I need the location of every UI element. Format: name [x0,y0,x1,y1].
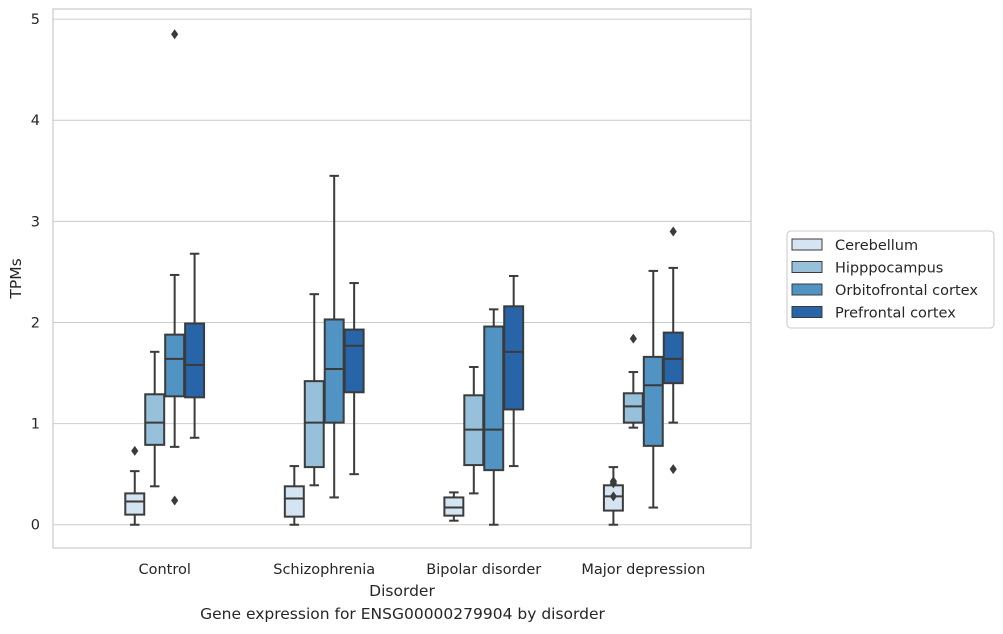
box-iqr [323,318,345,424]
box-iqr [443,496,465,517]
legend-item: Hipppocampus [791,261,943,277]
box-iqr [483,325,505,472]
box [622,333,644,429]
outlier-point [131,445,139,456]
box-series-group [124,29,684,526]
box [662,226,684,475]
box-iqr [164,333,186,398]
outlier-point [171,29,179,40]
legend: Cerebellum Hipppocampus Orbitofrontal cort… [786,230,995,329]
y-tick-label: 1 [31,417,40,433]
legend-frame [786,230,995,329]
legend-label: Prefrontal cortex [835,306,956,322]
y-tick-label: 4 [31,113,40,129]
legend-label: Cerebellum [835,238,918,254]
box [443,491,465,522]
legend-label: Orbitofrontal cortex [835,283,978,299]
series-cerebellum [124,445,624,526]
legend-swatch [791,306,823,318]
legend-label: Hipppocampus [835,261,943,277]
box [463,365,485,495]
box [283,465,305,526]
y-axis-label: TPMs [7,258,25,299]
outlier-point [669,226,677,237]
outlier-point [609,476,617,487]
box-iqr [343,328,365,394]
x-tick-labels: Control Schizophrenia Bipolar disorder Majo… [138,562,705,578]
legend-swatch [791,238,823,251]
box [343,282,365,476]
series-prefrontal-cortex [184,226,684,476]
box-iqr [184,322,206,399]
y-tick-label: 2 [31,315,40,331]
box [184,252,206,439]
box [503,274,525,468]
outlier-point [669,464,677,475]
box-iqr [144,393,166,446]
box [602,466,624,526]
box-iqr [622,392,644,424]
chart-caption: Gene expression for ENSG00000279904 by d… [200,605,605,623]
y-tick-label: 3 [31,214,40,230]
legend-swatch [791,283,823,296]
outlier-point [629,333,637,344]
series-orbitofrontal-cortex [164,29,664,526]
box [323,174,345,499]
legend-swatch [791,261,823,273]
x-axis-label: Disorder [369,582,435,600]
box-iqr [124,492,146,516]
box-iqr [662,331,684,385]
x-tick-label: Bipolar disorder [426,562,541,578]
legend-item: Prefrontal cortex [791,306,956,322]
y-tick-labels: 0 1 2 3 4 5 [31,12,40,534]
box [642,269,664,509]
box [124,445,146,526]
box [144,350,166,488]
box-iqr [303,380,325,469]
box [164,29,186,506]
legend-item: Orbitofrontal cortex [791,283,978,299]
box [303,293,325,487]
outlier-point [609,491,617,502]
box-iqr [283,485,305,518]
outlier-point [171,495,179,506]
box [483,308,505,526]
series-hipppocampus [144,293,644,495]
x-tick-label: Control [138,562,190,578]
legend-item: Cerebellum [791,238,918,254]
box-iqr [503,305,525,411]
y-tick-label: 0 [31,518,40,534]
y-gridlines [53,18,751,526]
box-iqr [642,355,664,447]
plot-frame [52,8,752,549]
y-tick-label: 5 [31,12,40,28]
x-tick-label: Major depression [581,562,705,578]
x-tick-label: Schizophrenia [273,562,375,578]
